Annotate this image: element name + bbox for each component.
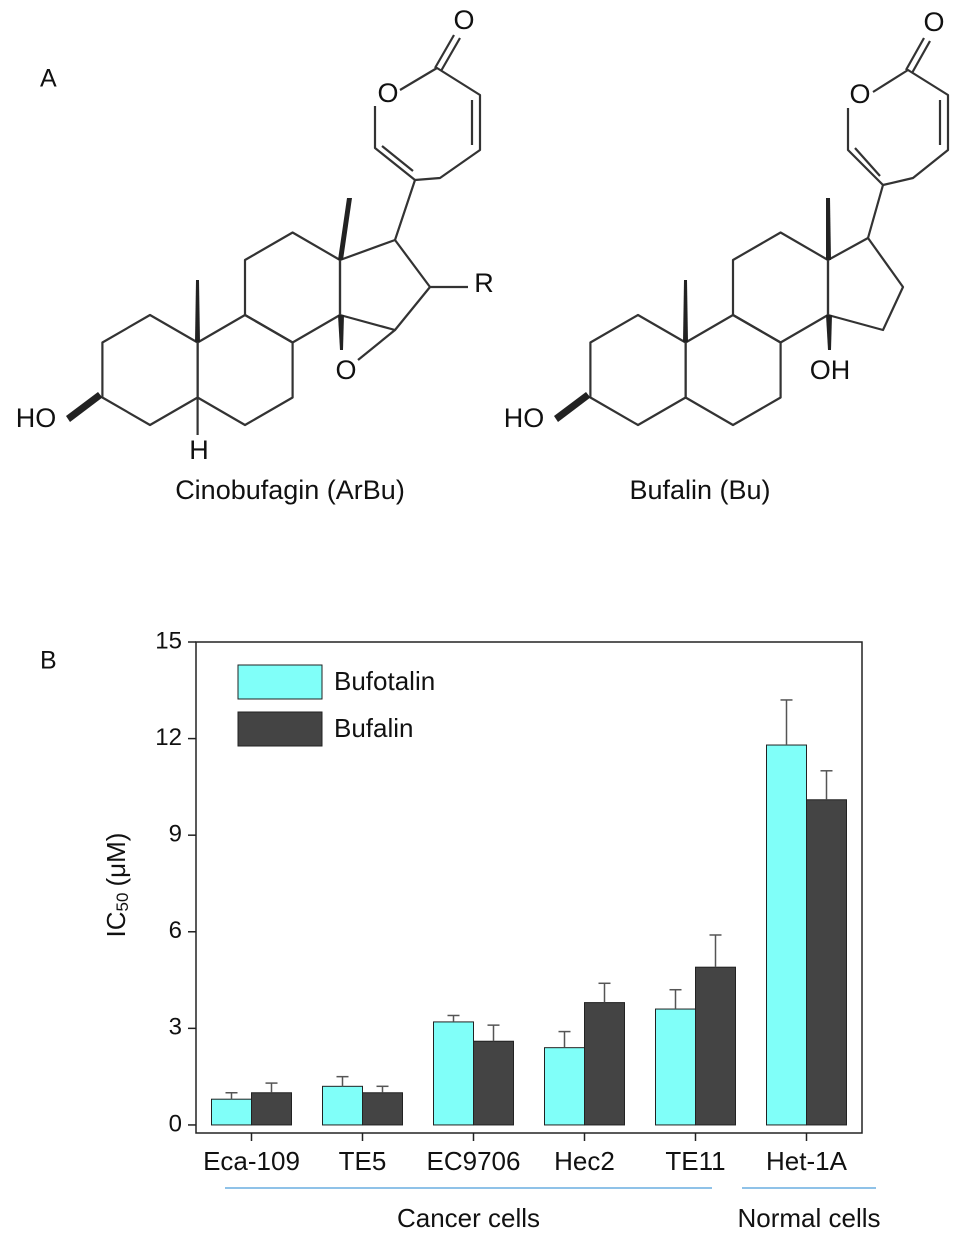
legend-label: Bufalin [334, 713, 414, 743]
bar [362, 1092, 403, 1126]
ring [684, 313, 782, 427]
bond [399, 66, 482, 182]
bond [866, 184, 885, 239]
ring [731, 231, 830, 344]
bond [440, 37, 461, 72]
y-tick-label: 12 [155, 724, 182, 751]
bond [854, 147, 881, 177]
wedge [826, 198, 831, 260]
ring [826, 236, 905, 332]
bar [211, 1098, 252, 1126]
y-label-sub: 50 [113, 893, 132, 912]
wedge [66, 392, 103, 422]
bond [357, 329, 396, 361]
bar [322, 1085, 363, 1126]
x-tick-label: EC9706 [427, 1146, 521, 1176]
bar [695, 966, 736, 1126]
bar [251, 1092, 292, 1126]
atom-label: O [849, 79, 870, 109]
legend-swatch [237, 711, 323, 747]
bar [806, 799, 847, 1126]
bond [434, 34, 455, 69]
legend-swatch [237, 664, 323, 700]
atom-label: O [377, 78, 398, 108]
y-tick-label: 15 [155, 627, 182, 654]
bond [911, 40, 931, 74]
ring [101, 313, 199, 427]
wedge [683, 280, 688, 342]
bond [846, 108, 884, 186]
bar [433, 1021, 474, 1126]
ring [243, 231, 342, 344]
y-label-unit: (μM) [101, 833, 131, 887]
wedge [338, 315, 344, 350]
y-tick-label: 6 [169, 917, 182, 944]
x-tick-label: TE5 [339, 1146, 387, 1176]
ring [338, 238, 432, 332]
x-tick-label: Het-1A [766, 1146, 848, 1176]
wedge [826, 315, 832, 350]
y-axis-label: IC50 (μM) [101, 833, 133, 938]
bond [872, 68, 950, 187]
x-tick-label: TE11 [665, 1146, 725, 1176]
wedge [195, 280, 200, 342]
x-tick-label: Hec2 [554, 1146, 615, 1176]
wedge [338, 198, 352, 260]
structure: O O OH HO Bufalin (Bu) [504, 7, 950, 505]
ring [196, 313, 294, 427]
panel-label: B [40, 647, 57, 675]
atom-label: R [474, 268, 494, 298]
y-tick-label: 3 [169, 1014, 182, 1041]
plot-frame [195, 641, 863, 1134]
atom-label: HO [504, 403, 545, 433]
bar [766, 744, 807, 1126]
compound-name: Cinobufagin (ArBu) [175, 475, 405, 505]
bar-chart: IC50 (μM) 0 3 6 9 12 15 Eca-109 TE5 EC9706 Hec2 TE1… [101, 627, 881, 1233]
y-tick-label: 9 [169, 821, 182, 848]
structure: O O R O HO H Cinobufagin (ArBu) [16, 5, 494, 505]
atom-label: OH [810, 355, 851, 385]
atom-label: HO [16, 403, 57, 433]
group-label: Cancer cells [397, 1203, 540, 1233]
bond [905, 37, 925, 71]
bar [473, 1040, 514, 1126]
atom-label: O [453, 5, 474, 35]
bar [544, 1047, 585, 1126]
atom-label: H [189, 435, 209, 465]
ring [589, 313, 687, 427]
y-label-main: IC [101, 911, 131, 937]
bond [381, 145, 414, 172]
x-tick-label: Eca-109 [203, 1146, 300, 1176]
group-label: Normal cells [737, 1203, 880, 1233]
panel-label: A [40, 65, 57, 93]
bond [373, 106, 416, 181]
atom-label: O [923, 7, 944, 37]
bar [655, 1008, 696, 1126]
atom-label: O [335, 355, 356, 385]
wedge [554, 392, 591, 422]
compound-name: Bufalin (Bu) [629, 475, 770, 505]
legend-label: Bufotalin [334, 666, 435, 696]
y-tick-label: 0 [169, 1110, 182, 1137]
bar [584, 1002, 625, 1126]
bond [393, 179, 417, 241]
